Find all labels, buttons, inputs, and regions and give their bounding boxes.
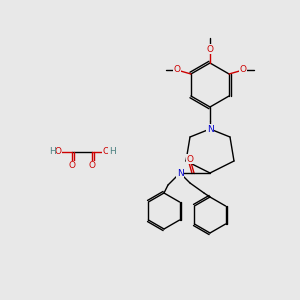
- Text: O: O: [68, 161, 76, 170]
- Text: O: O: [187, 154, 194, 164]
- Text: O: O: [103, 148, 110, 157]
- Text: O: O: [206, 44, 214, 53]
- Text: N: N: [177, 169, 183, 178]
- Text: O: O: [88, 161, 95, 170]
- Text: H: H: [49, 148, 56, 157]
- Text: O: O: [55, 148, 62, 157]
- Text: O: O: [240, 65, 247, 74]
- Text: N: N: [207, 124, 213, 134]
- Text: H: H: [109, 148, 116, 157]
- Text: O: O: [173, 65, 180, 74]
